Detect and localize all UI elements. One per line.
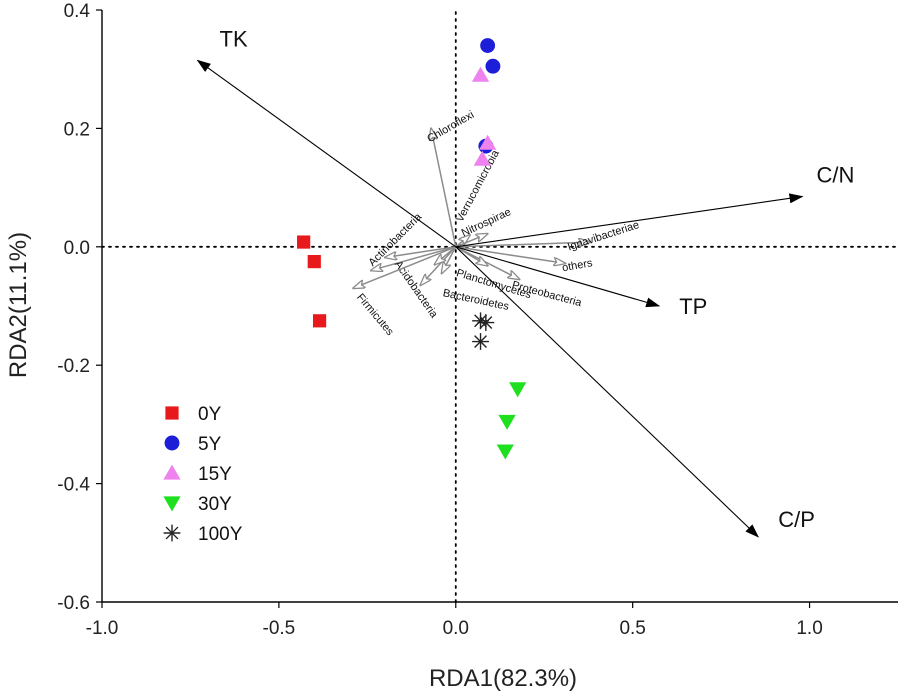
legend-label: 15Y xyxy=(198,464,232,485)
reference-lines xyxy=(101,11,899,603)
taxon-arrow xyxy=(455,246,566,264)
taxon-arrow xyxy=(442,246,457,274)
taxon-label: Firmicutes xyxy=(354,291,396,338)
y-tick-label: -0.6 xyxy=(57,593,90,614)
env-arrow xyxy=(455,246,759,538)
legend-label: 30Y xyxy=(198,494,232,515)
taxon-arrow xyxy=(455,235,470,248)
data-point xyxy=(477,314,495,331)
taxon-arrow xyxy=(420,246,457,285)
data-point xyxy=(485,58,501,74)
taxon-arrow xyxy=(455,234,488,248)
sample-points xyxy=(297,38,527,460)
y-tick-label: -0.4 xyxy=(57,475,90,496)
env-arrow xyxy=(455,193,804,248)
env-label: C/N xyxy=(816,162,854,187)
data-point xyxy=(312,314,327,328)
data-point xyxy=(471,66,490,82)
data-point xyxy=(480,38,496,53)
y-tick-label: -0.2 xyxy=(57,356,90,377)
taxon-label: Chloroflexi xyxy=(425,109,476,145)
y-axis-title: RDA2(11.1%) xyxy=(5,232,32,378)
taxon-arrow xyxy=(371,246,456,271)
data-point xyxy=(472,333,489,350)
env-label: TK xyxy=(220,26,248,51)
taxon-arrow xyxy=(385,246,456,258)
y-tick-label: 0.0 xyxy=(64,238,90,259)
legend-marker xyxy=(165,406,179,420)
legend-label: 0Y xyxy=(198,404,222,425)
env-arrow xyxy=(196,59,457,248)
data-point xyxy=(307,255,321,269)
data-point xyxy=(498,414,516,430)
env-label: TP xyxy=(679,294,707,319)
taxon-arrow xyxy=(431,128,457,247)
env-arrow xyxy=(455,246,661,308)
plot-axes: -1.0 -0.5 0.0 0.5 1.0 0.4 0.2 0.0 -0.2 -0.4 -0.6 xyxy=(57,1,898,639)
data-point xyxy=(509,382,527,398)
data-point xyxy=(473,150,491,166)
taxon-label: Acidobacteria xyxy=(392,259,441,321)
legend-marker xyxy=(163,464,181,480)
taxon-label: Ignavibacteriae xyxy=(566,219,641,253)
data-point xyxy=(496,444,514,460)
legend-label: 100Y xyxy=(198,524,243,545)
data-point xyxy=(297,235,311,249)
legend-marker xyxy=(163,496,181,512)
x-tick-label: -1.0 xyxy=(86,618,119,639)
x-tick-label: 1.0 xyxy=(796,618,822,639)
x-tick-label: -0.5 xyxy=(263,618,296,639)
data-point xyxy=(478,134,497,150)
legend-marker xyxy=(163,524,181,542)
legend-label: 5Y xyxy=(198,434,222,455)
x-tick-label: 0.5 xyxy=(619,618,645,639)
legend-marker xyxy=(164,435,180,451)
taxon-arrow xyxy=(455,242,590,248)
y-tick-label: 0.2 xyxy=(64,119,90,140)
x-axis-title: RDA1(82.3%) xyxy=(429,665,577,692)
taxon-label: Actinobacteria xyxy=(366,210,424,268)
x-tick-label: 0.0 xyxy=(443,618,469,639)
taxon-arrow xyxy=(435,246,457,265)
taxon-label: others xyxy=(561,257,594,274)
env-label: C/P xyxy=(778,507,815,532)
legend: 0Y 5Y 15Y 30Y 100Y xyxy=(163,404,243,545)
y-tick-label: 0.4 xyxy=(64,1,91,22)
environmental-vectors: TK C/N TP C/P xyxy=(196,26,854,538)
taxon-arrow xyxy=(455,246,488,266)
